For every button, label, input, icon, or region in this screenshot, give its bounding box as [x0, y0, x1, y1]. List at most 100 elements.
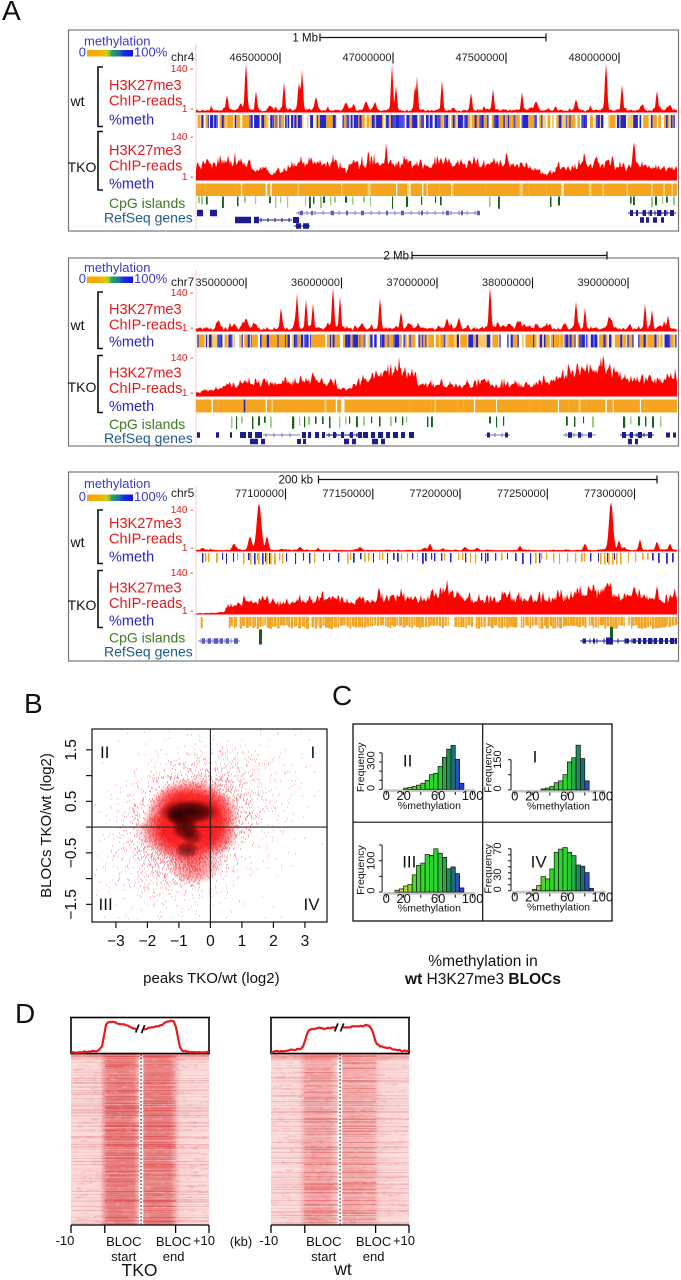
- svg-text:BLOC: BLOC: [356, 1234, 391, 1249]
- svg-text:77150000: 77150000: [322, 488, 371, 500]
- svg-text:CpG islands: CpG islands: [109, 416, 185, 432]
- svg-text:IV: IV: [531, 853, 548, 872]
- svg-text:0: 0: [492, 886, 504, 892]
- svg-text:140 -: 140 -: [171, 505, 194, 516]
- svg-text:ChIP-reads: ChIP-reads: [109, 381, 182, 397]
- svg-text:%meth: %meth: [109, 113, 154, 129]
- svg-text:%meth: %meth: [109, 614, 154, 630]
- svg-text:H3K27me3: H3K27me3: [109, 143, 182, 159]
- svg-text:C: C: [332, 680, 352, 711]
- svg-text:0: 0: [366, 888, 378, 894]
- svg-text:A: A: [2, 0, 21, 26]
- svg-text:H3K27me3: H3K27me3: [109, 581, 182, 597]
- svg-text:140 -: 140 -: [171, 568, 194, 579]
- svg-text:methylation: methylation: [84, 34, 150, 49]
- svg-text:wt: wt: [70, 534, 85, 550]
- svg-text:H3K27me3: H3K27me3: [109, 366, 182, 382]
- svg-text:0: 0: [511, 890, 518, 905]
- svg-text:ChIP-reads: ChIP-reads: [109, 318, 182, 334]
- svg-text:150: 150: [492, 750, 504, 768]
- svg-text:RefSeq genes: RefSeq genes: [104, 210, 193, 226]
- svg-text:start: start: [311, 1249, 337, 1264]
- svg-text:+10: +10: [193, 1233, 215, 1248]
- svg-text:TKO: TKO: [68, 597, 97, 613]
- svg-text:60: 60: [560, 890, 574, 905]
- svg-text:100: 100: [462, 788, 484, 803]
- svg-text:Frequency: Frequency: [483, 843, 495, 893]
- svg-text:60: 60: [431, 891, 445, 906]
- svg-text:chr4:: chr4:: [171, 50, 198, 64]
- svg-text:1 -: 1 -: [182, 104, 194, 115]
- svg-text:0: 0: [206, 933, 215, 950]
- svg-text:20: 20: [396, 788, 410, 803]
- svg-text:36000000: 36000000: [291, 277, 340, 289]
- svg-text:100%: 100%: [134, 489, 168, 504]
- svg-text:0: 0: [79, 489, 86, 504]
- svg-text:%meth: %meth: [109, 399, 154, 415]
- svg-text:end: end: [363, 1249, 385, 1264]
- svg-text:1 -: 1 -: [182, 323, 194, 334]
- svg-text:35000000: 35000000: [196, 277, 245, 289]
- svg-text:47000000: 47000000: [343, 52, 392, 64]
- svg-text:%methylation in: %methylation in: [428, 953, 537, 970]
- svg-text:II: II: [403, 752, 412, 771]
- svg-text:1.5: 1.5: [63, 739, 80, 761]
- svg-text:%methylation: %methylation: [398, 903, 461, 915]
- svg-text:140 -: 140 -: [171, 288, 194, 299]
- svg-text:39000000: 39000000: [578, 277, 627, 289]
- svg-text:TKO: TKO: [122, 1260, 158, 1280]
- svg-text:%meth: %meth: [109, 335, 154, 351]
- svg-text:140 -: 140 -: [171, 132, 194, 143]
- svg-text:methylation: methylation: [84, 260, 150, 275]
- svg-text:77250000: 77250000: [497, 488, 546, 500]
- svg-text:100: 100: [591, 890, 613, 905]
- svg-text:%meth: %meth: [109, 177, 154, 193]
- svg-text:ChIP-reads: ChIP-reads: [109, 532, 182, 548]
- svg-text:TKO: TKO: [68, 159, 97, 175]
- svg-text:100%: 100%: [134, 44, 168, 59]
- svg-text:0: 0: [366, 785, 378, 791]
- svg-text:1 Mb: 1 Mb: [292, 33, 318, 45]
- svg-text:BLOC: BLOC: [156, 1234, 191, 1249]
- svg-text:-10: -10: [259, 1233, 278, 1248]
- svg-text:%methylation: %methylation: [398, 800, 461, 812]
- svg-text:methylation: methylation: [84, 476, 150, 491]
- svg-text:I: I: [533, 748, 538, 767]
- svg-text:0: 0: [511, 789, 518, 804]
- svg-text:%meth: %meth: [109, 550, 154, 566]
- svg-text:Frequency: Frequency: [355, 742, 367, 792]
- svg-text:20: 20: [525, 789, 539, 804]
- svg-text:48000000: 48000000: [569, 52, 618, 64]
- svg-text:III: III: [402, 853, 416, 872]
- svg-text:60: 60: [431, 788, 445, 803]
- svg-text:%methylation: %methylation: [527, 801, 590, 813]
- svg-text:77300000: 77300000: [584, 488, 633, 500]
- svg-text:1 -: 1 -: [182, 543, 194, 554]
- svg-text:−1.5: −1.5: [63, 889, 80, 920]
- svg-text:ChIP-reads: ChIP-reads: [109, 94, 182, 110]
- svg-text:1: 1: [238, 933, 247, 950]
- svg-text:2 Mb: 2 Mb: [383, 251, 409, 263]
- svg-text:BLOC: BLOC: [106, 1234, 141, 1249]
- svg-text:−2: −2: [139, 933, 157, 950]
- svg-text:wt: wt: [70, 93, 85, 109]
- svg-text:D: D: [15, 998, 35, 1029]
- svg-text:−3: −3: [107, 933, 125, 950]
- svg-text:H3K27me3: H3K27me3: [109, 78, 182, 94]
- svg-text:RefSeq genes: RefSeq genes: [104, 644, 193, 660]
- svg-text:60: 60: [560, 789, 574, 804]
- svg-text:+10: +10: [393, 1233, 415, 1248]
- svg-text:I: I: [311, 743, 316, 762]
- svg-text:100%: 100%: [134, 271, 168, 286]
- svg-text:140 -: 140 -: [171, 353, 194, 364]
- svg-text:0: 0: [492, 785, 504, 791]
- svg-text:wt H3K27me3 BLOCs: wt H3K27me3 BLOCs: [404, 971, 561, 988]
- svg-text:47500000: 47500000: [456, 52, 505, 64]
- svg-text:Frequency: Frequency: [483, 742, 495, 792]
- svg-text:ChIP-reads: ChIP-reads: [109, 159, 182, 175]
- svg-text:%methylation: %methylation: [527, 901, 590, 913]
- svg-text:TKO: TKO: [68, 379, 97, 395]
- svg-text:B: B: [24, 688, 43, 719]
- svg-text:CpG islands: CpG islands: [109, 195, 185, 211]
- svg-text:140 -: 140 -: [171, 64, 194, 75]
